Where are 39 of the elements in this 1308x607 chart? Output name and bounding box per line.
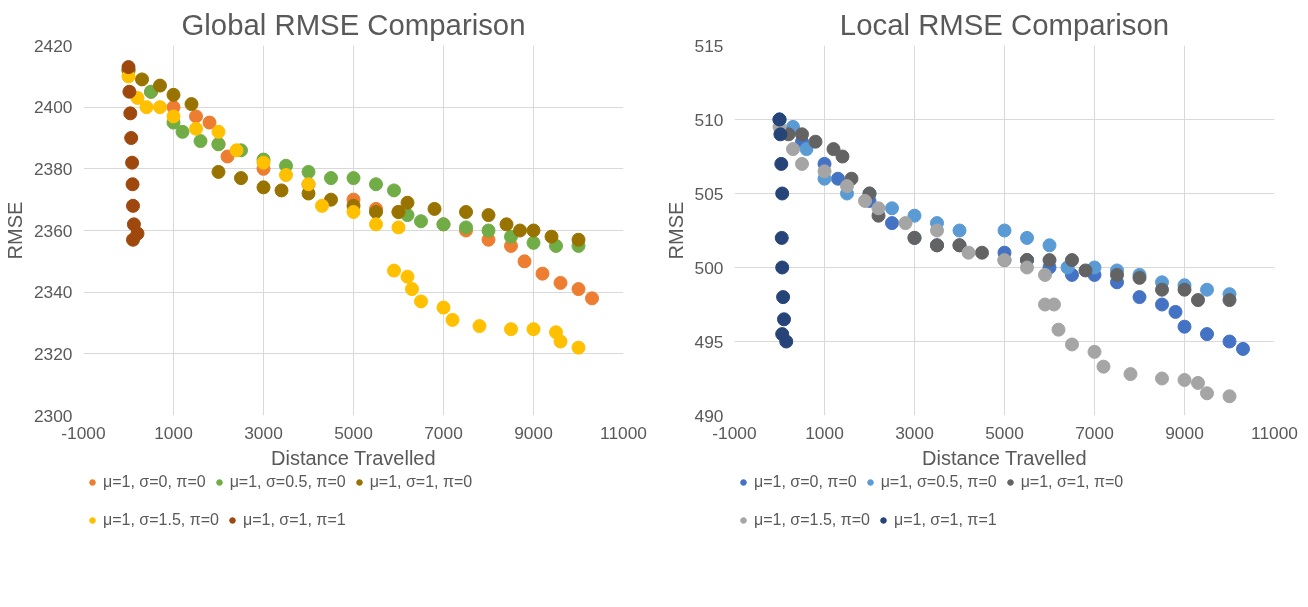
y-tick-label: 2340 [33,282,73,303]
y-tick-label: 500 [694,257,724,278]
y-tick-label: 495 [694,331,724,352]
legend-label: μ=1, σ=1.5, π=0 [754,511,870,529]
legend-label: μ=1, σ=0.5, π=0 [880,473,997,491]
y-tick-label: 2420 [33,35,73,56]
legend-label: μ=1, σ=1, π=0 [1020,473,1124,491]
legend-label: μ=1, σ=1, π=0 [369,473,473,491]
x-axis-title: Distance Travelled [922,446,1087,469]
x-tick-label: 5000 [334,422,373,443]
legend-label: μ=1, σ=1.5, π=0 [103,511,219,529]
y-axis-title: RMSE [3,201,26,260]
y-tick-label: 510 [694,109,724,130]
y-tick-label: 515 [694,35,724,56]
chart-title: Global RMSE Comparison [181,7,526,41]
x-tick-label: 3000 [895,422,934,443]
legend-label: μ=1, σ=0, π=0 [103,473,206,491]
y-tick-label: 2400 [33,97,73,118]
y-tick-label: 2320 [33,343,73,364]
x-tick-label: 7000 [1075,422,1114,443]
y-tick-label: 2380 [33,158,73,179]
chart-title: Local RMSE Comparison [839,7,1170,41]
legend-label: μ=1, σ=1, π=1 [893,511,997,529]
x-tick-label: 3000 [244,422,283,443]
y-axis-title: RMSE [664,201,687,260]
x-tick-label: 9000 [514,422,553,443]
legend-label: μ=1, σ=0, π=0 [754,473,857,491]
y-tick-label: 505 [694,183,724,204]
x-tick-label: 1000 [805,422,844,443]
x-axis-title: Distance Travelled [271,446,436,469]
x-tick-label: 9000 [1165,422,1204,443]
x-tick-label: 7000 [424,422,463,443]
x-tick-label: 5000 [985,422,1024,443]
y-tick-label: 2360 [33,220,73,241]
x-tick-label: 1000 [154,422,193,443]
legend-label: μ=1, σ=1, π=1 [242,511,346,529]
x-tick-label: 11000 [1251,422,1298,443]
x-tick-label: 11000 [600,422,647,443]
legend-label: μ=1, σ=0.5, π=0 [229,473,346,491]
